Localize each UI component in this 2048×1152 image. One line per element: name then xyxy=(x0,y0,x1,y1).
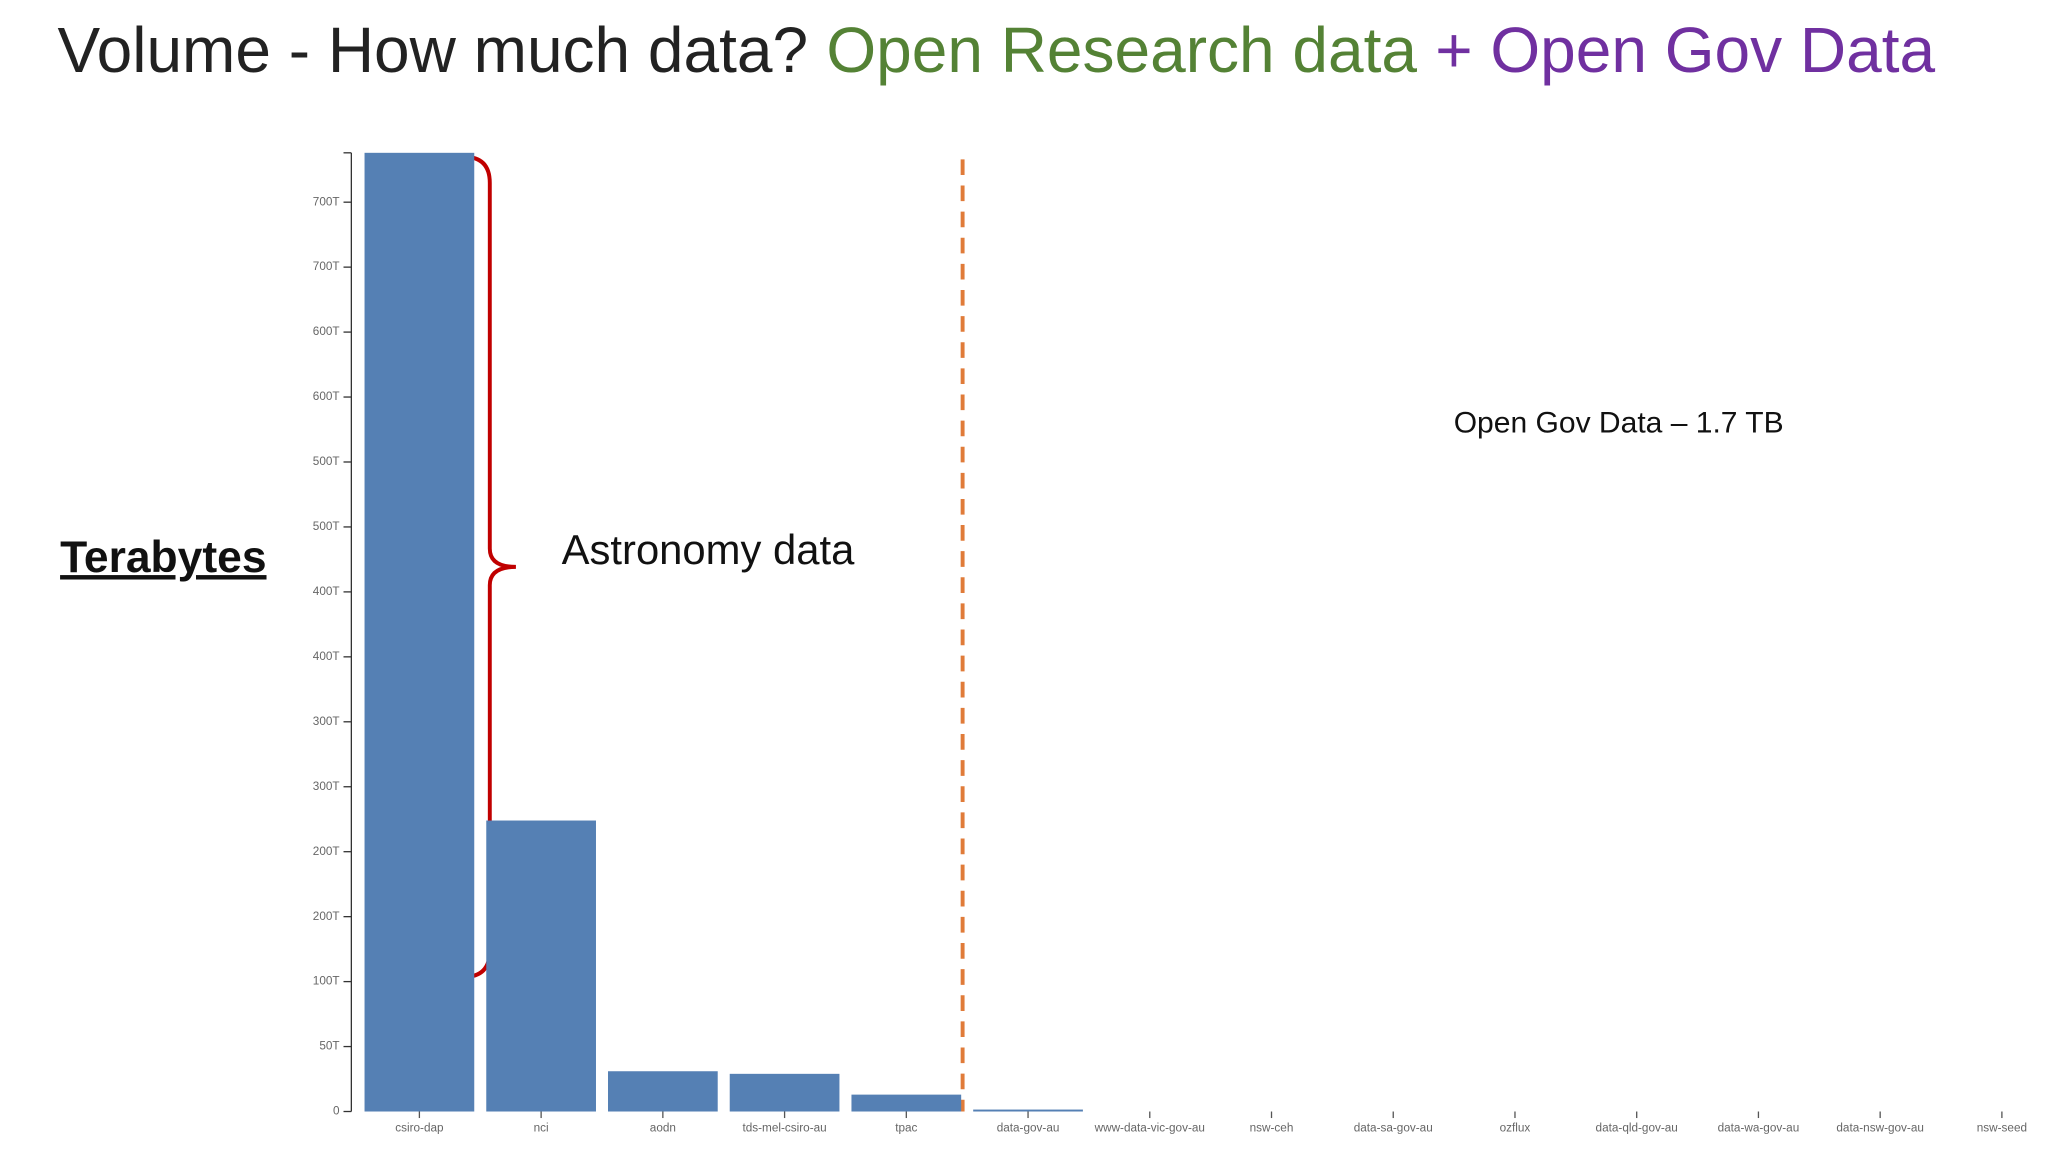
x-tick-label: data-sa-gov-au xyxy=(1354,1122,1433,1135)
x-tick-label: data-gov-au xyxy=(997,1122,1060,1135)
annotation: Open Gov Data – 1.7 TB xyxy=(1454,406,1784,439)
slide-title: Volume - How much data? Open Research dat… xyxy=(57,14,1935,86)
y-tick-label: 200T xyxy=(313,910,340,923)
y-tick-label: 700T xyxy=(313,260,340,273)
x-tick-label: tpac xyxy=(895,1122,917,1135)
x-tick-label: nsw-ceh xyxy=(1250,1122,1294,1135)
x-tick-label: www-data-vic-gov-au xyxy=(1094,1122,1205,1135)
x-tick-label: tds-mel-csiro-au xyxy=(742,1122,826,1135)
annotation: Astronomy data xyxy=(561,526,855,574)
y-tick-label: 200T xyxy=(313,845,340,858)
annotation-box: Astronomy data xyxy=(561,526,855,574)
title-part: + Open Gov Data xyxy=(1435,14,1935,86)
x-tick-label: nci xyxy=(534,1122,549,1135)
x-tick-label: csiro-dap xyxy=(395,1122,444,1135)
bar xyxy=(364,152,475,1112)
y-tick-label: 700T xyxy=(313,195,340,208)
x-tick-label: aodn xyxy=(650,1122,676,1135)
y-tick-label: 400T xyxy=(313,650,340,663)
x-tick-label: nsw-seed xyxy=(1977,1122,2027,1135)
title-part: Open Research data xyxy=(826,14,1417,86)
bar xyxy=(729,1073,840,1112)
x-tick-label: data-wa-gov-au xyxy=(1718,1122,1800,1135)
y-tick-label: 500T xyxy=(313,455,340,468)
title-part: Volume - How much data? xyxy=(57,14,808,86)
y-tick-label: 400T xyxy=(313,585,340,598)
y-tick-label: 100T xyxy=(313,975,340,988)
bar xyxy=(851,1094,962,1112)
x-tick-label: data-nsw-gov-au xyxy=(1836,1122,1924,1135)
y-tick-label: 300T xyxy=(313,780,340,793)
y-tick-label: 300T xyxy=(313,715,340,728)
y-tick-label: 50T xyxy=(319,1040,339,1053)
y-axis-label: Terabytes xyxy=(60,533,266,582)
y-tick-label: 0 xyxy=(333,1105,340,1118)
bar xyxy=(486,820,596,1112)
bar xyxy=(973,1109,1083,1112)
x-tick-label: data-qld-gov-au xyxy=(1596,1122,1678,1135)
bar xyxy=(608,1071,718,1112)
y-tick-label: 500T xyxy=(313,520,340,533)
x-tick-label: ozflux xyxy=(1500,1122,1531,1135)
y-tick-label: 600T xyxy=(313,390,340,403)
y-tick-label: 600T xyxy=(313,325,340,338)
